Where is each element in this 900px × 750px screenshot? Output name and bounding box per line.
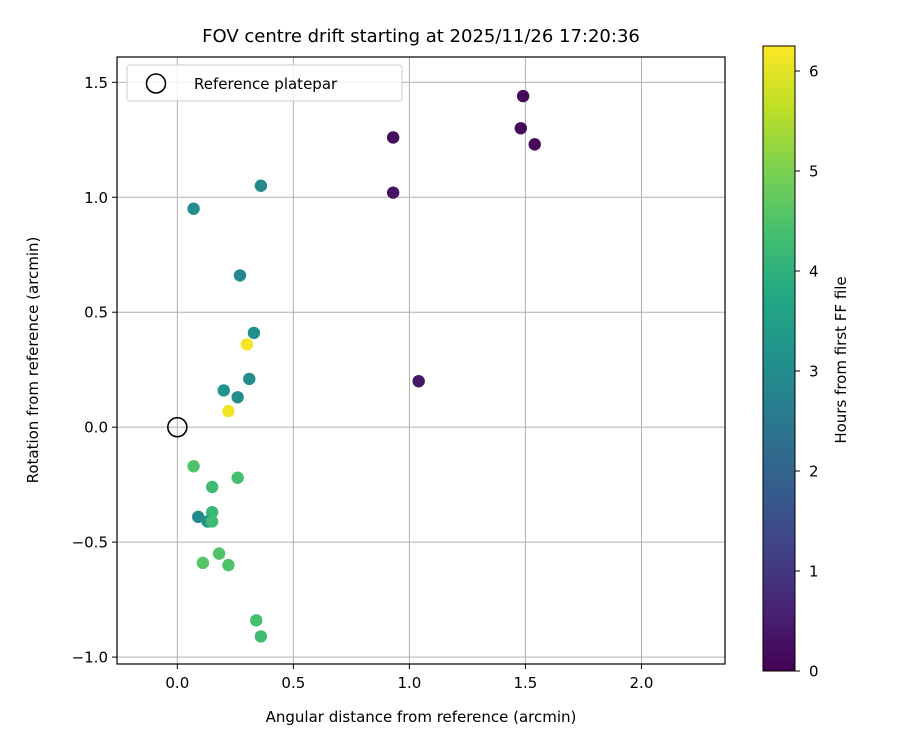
data-point — [222, 404, 235, 418]
data-point — [528, 138, 541, 151]
data-point — [386, 131, 400, 144]
data-point — [386, 186, 400, 199]
x-axis-title: Angular distance from reference (arcmin) — [266, 708, 577, 726]
grid — [117, 57, 725, 664]
colorbar-tick-label: 6 — [809, 63, 819, 81]
y-tick-label: 0.0 — [84, 419, 108, 437]
data-point — [231, 471, 244, 484]
legend-label: Reference platepar — [194, 75, 338, 93]
data-point — [205, 506, 219, 519]
data-point — [187, 202, 200, 215]
data-point — [250, 614, 263, 627]
legend: Reference platepar — [126, 64, 403, 102]
data-point — [192, 510, 205, 524]
data-point — [254, 630, 268, 643]
colorbar-tick-label: 5 — [809, 163, 819, 181]
reference-point-marker — [167, 416, 188, 438]
colorbar-gradient — [762, 45, 796, 672]
data-point — [222, 558, 235, 572]
axis-ticks: 0.0 0.5 1.0 1.5 2.0 1.5 1.0 0.5 0.0 −0.5 −1.0 — [72, 74, 654, 692]
y-axis-title: Rotation from reference (arcmin) — [24, 237, 42, 484]
data-point — [231, 391, 244, 404]
data-point — [254, 179, 268, 192]
y-tick-label: −1.0 — [72, 649, 108, 667]
data-point — [196, 556, 210, 570]
data-points — [187, 89, 541, 643]
data-point — [412, 374, 425, 388]
data-point — [516, 89, 530, 103]
x-tick-label: 0.5 — [281, 674, 305, 692]
data-point — [243, 372, 256, 386]
x-tick-label: 0.0 — [165, 674, 189, 692]
data-point — [212, 547, 226, 560]
colorbar-tick-label: 0 — [809, 663, 819, 681]
y-tick-label: 1.0 — [84, 189, 108, 207]
data-point — [514, 122, 527, 135]
plot-area-frame — [116, 56, 726, 665]
y-tick-label: −0.5 — [72, 534, 108, 552]
data-point — [187, 460, 200, 473]
colorbar-title: Hours from first FF file — [832, 276, 850, 443]
colorbar-tick-label: 1 — [809, 563, 819, 581]
y-tick-label: 0.5 — [84, 304, 108, 322]
x-tick-label: 2.0 — [630, 674, 654, 692]
y-tick-label: 1.5 — [84, 74, 108, 92]
data-point — [233, 269, 247, 282]
data-point — [240, 338, 254, 351]
x-tick-label: 1.5 — [513, 674, 537, 692]
data-point — [247, 326, 261, 340]
colorbar-tick-label: 2 — [809, 463, 819, 481]
legend-box — [126, 64, 403, 102]
chart-title: FOV centre drift starting at 2025/11/26 … — [202, 26, 640, 47]
data-point — [217, 384, 230, 397]
x-tick-label: 1.0 — [397, 674, 421, 692]
data-point — [205, 480, 219, 494]
data-point — [205, 515, 219, 528]
colorbar-tick-label: 4 — [809, 263, 819, 281]
colorbar: 0 1 2 3 4 5 6 Hours from first FF file — [762, 45, 850, 681]
legend-marker — [145, 73, 167, 94]
colorbar-tick-label: 3 — [809, 363, 819, 381]
colorbar-ticks: 0 1 2 3 4 5 6 — [795, 63, 819, 681]
